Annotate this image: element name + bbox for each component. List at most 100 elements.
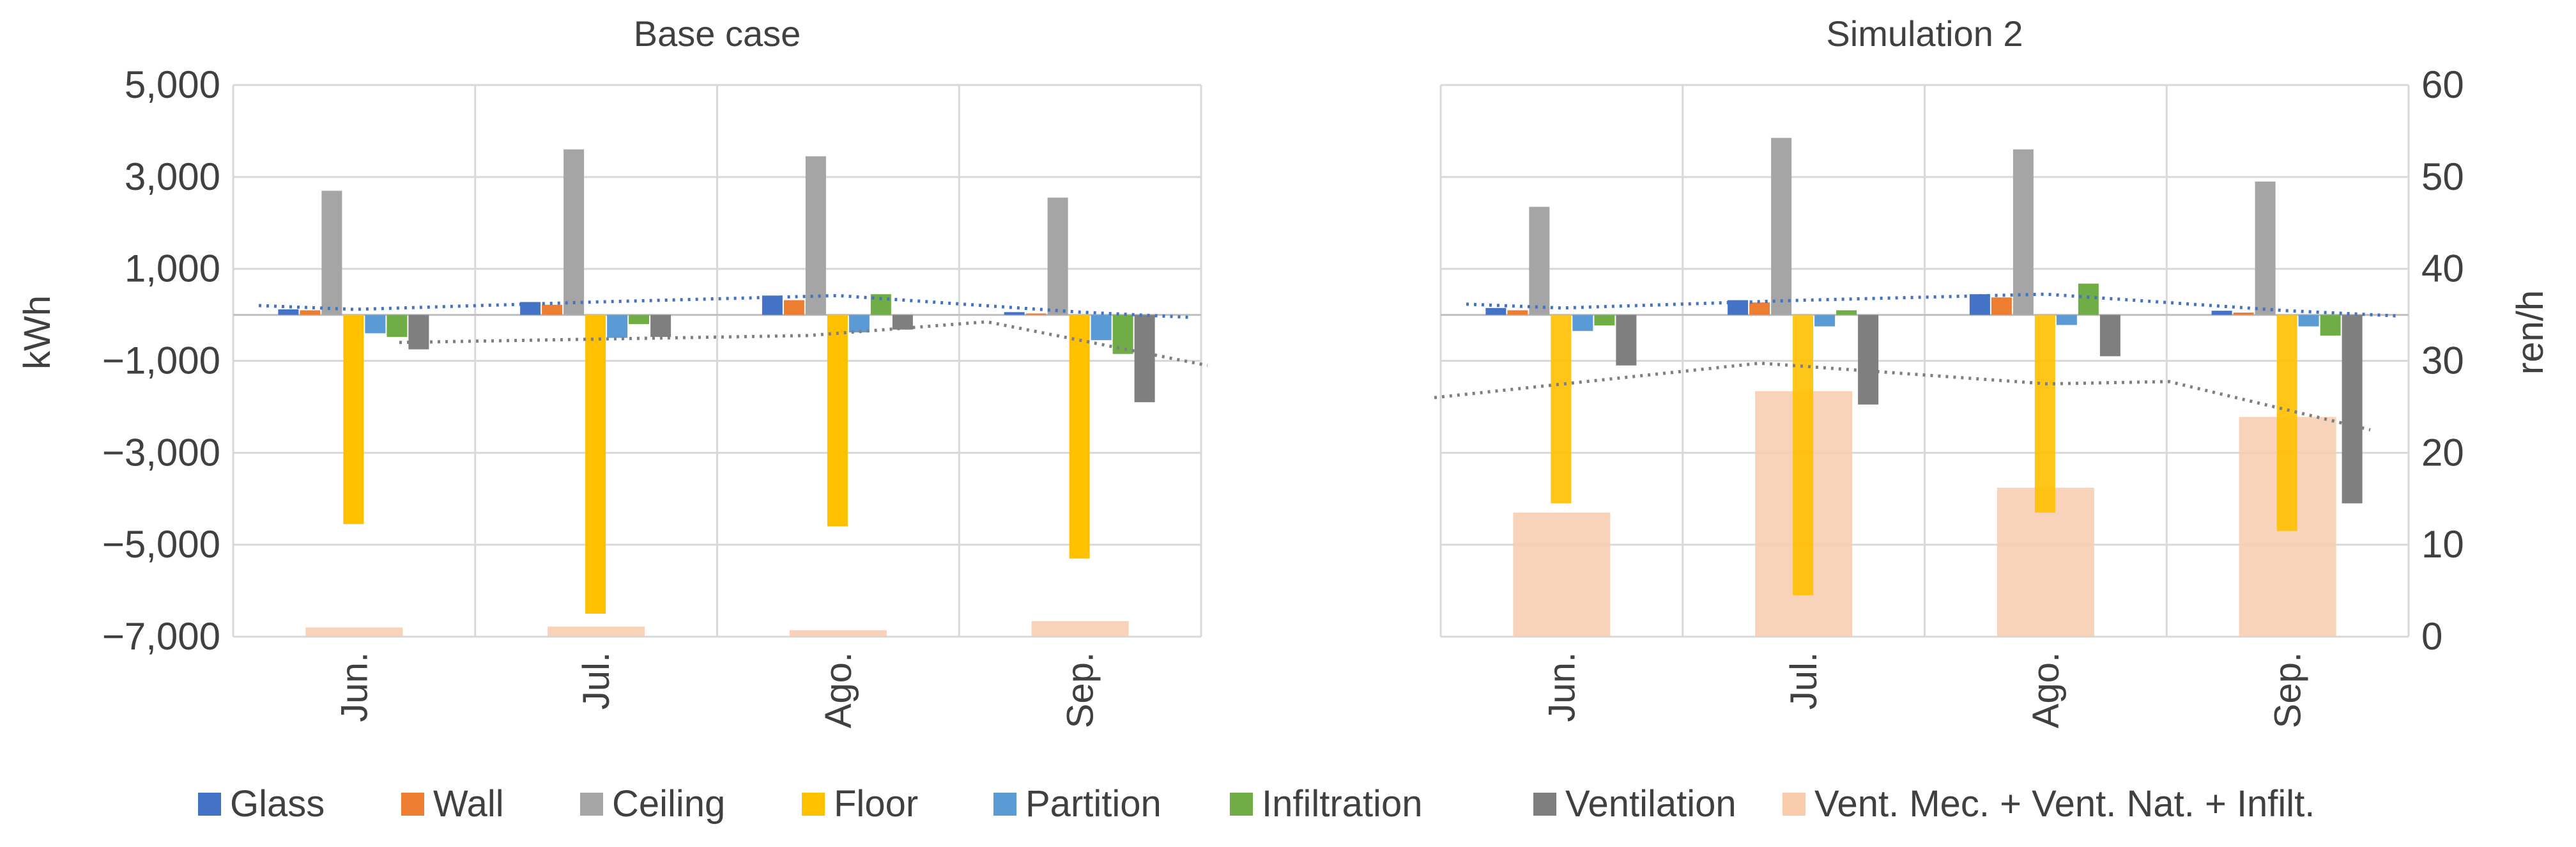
bar-glass-Sep. (2211, 311, 2232, 315)
y2-tick-label: 30 (2421, 339, 2464, 382)
bar-ceiling-Jul. (564, 149, 585, 315)
y-tick-label: −1,000 (102, 339, 220, 382)
chart-title: Base case (634, 13, 801, 54)
bar-partition-Jul. (607, 315, 628, 338)
bar-floor-Jul. (585, 315, 606, 614)
bar-ceiling-Sep. (1047, 198, 1068, 315)
bar-wall-Ago. (783, 300, 804, 315)
bar-wall-Jun. (300, 310, 321, 315)
y-tick-label: 3,000 (125, 155, 220, 198)
bar-partition-Sep. (2298, 315, 2319, 327)
bar-ventilation-Ago. (892, 315, 913, 330)
legend-label: Ventilation (1565, 783, 1736, 825)
bar-floor-Jul. (1793, 315, 1814, 596)
category-label: Jun. (334, 652, 375, 722)
bar-ceiling-Ago. (2012, 149, 2034, 315)
bar-infiltration-Jul. (629, 315, 650, 324)
bar-ventilation-Sep. (2342, 315, 2363, 504)
legend-swatch-wall (401, 793, 424, 816)
bar-floor-Sep. (2276, 315, 2297, 531)
bar-wall-Jul. (542, 304, 563, 315)
bar-ventilation-Jun. (408, 315, 429, 350)
bar-wall-Jun. (1507, 310, 1528, 315)
bar-infiltration-Jun. (387, 315, 408, 338)
y2-tick-label: 20 (2421, 431, 2464, 474)
category-label: Ago. (2025, 652, 2067, 728)
y2-tick-label: 40 (2421, 247, 2464, 290)
legend-label: Partition (1025, 783, 1162, 825)
legend-label: Infiltration (1262, 783, 1422, 825)
bar-floor-Jun. (343, 315, 364, 524)
bar-ventilation-Jul. (650, 315, 671, 338)
bar-wall-Ago. (1991, 297, 2012, 315)
chart-panel-1: Base case Jun. Jul. Ago. Sep. (232, 13, 1208, 728)
chart-title: Simulation 2 (1826, 13, 2023, 54)
bar-floor-Ago. (2034, 315, 2055, 513)
legend-label: Glass (230, 783, 325, 825)
bar-infiltration-Sep. (2320, 315, 2341, 336)
bar-wall-Sep. (2233, 312, 2254, 315)
category-label: Sep. (2267, 652, 2309, 728)
bar-ceiling-Sep. (2255, 182, 2276, 315)
category-label: Jul. (576, 652, 617, 710)
legend-label: Wall (433, 783, 504, 825)
category-label: Sep. (1060, 652, 1101, 728)
bar-renh-Ago. (789, 630, 887, 637)
bar-ceiling-Jul. (1771, 137, 1792, 315)
legend-swatch-vent-mec-vent-nat-infilt- (1782, 793, 1805, 816)
y2-tick-label: 60 (2421, 63, 2464, 106)
legend-swatch-partition (993, 793, 1016, 816)
y-axis-title: kWh (17, 295, 58, 369)
bar-partition-Jul. (1814, 315, 1836, 327)
bar-renh-Jul. (548, 626, 645, 637)
bar-partition-Jun. (365, 315, 386, 334)
bar-glass-Jun. (278, 309, 299, 315)
y-tick-label: −5,000 (102, 523, 220, 566)
y2-tick-label: 10 (2421, 523, 2464, 566)
y-tick-label: 5,000 (125, 63, 220, 106)
legend-swatch-ventilation (1533, 793, 1556, 816)
bar-ventilation-Sep. (1134, 315, 1155, 403)
bar-partition-Jun. (1572, 315, 1593, 331)
legend: Glass Wall Ceiling Floor Partition Infiltrati… (198, 783, 2315, 825)
legend-label: Vent. Mec. + Vent. Nat. + Infilt. (1814, 783, 2315, 825)
bar-ceiling-Ago. (805, 156, 826, 315)
bar-infiltration-Jun. (1594, 315, 1615, 326)
bar-ceiling-Jun. (321, 190, 342, 315)
bar-ceiling-Jun. (1529, 206, 1550, 315)
legend-swatch-floor (802, 793, 825, 816)
y-tick-label: −7,000 (102, 615, 220, 658)
bar-partition-Ago. (2056, 315, 2077, 325)
trendline-ventilation (399, 320, 1208, 368)
bar-ventilation-Jul. (1858, 315, 1879, 405)
bar-wall-Jul. (1749, 302, 1770, 315)
legend-swatch-glass (198, 793, 221, 816)
bar-partition-Ago. (848, 315, 870, 332)
bar-floor-Sep. (1069, 315, 1090, 559)
category-label: Ago. (818, 652, 859, 728)
bar-glass-Jul. (520, 302, 541, 315)
legend-label: Floor (834, 783, 918, 825)
legend-swatch-infiltration (1230, 793, 1253, 816)
bar-floor-Ago. (827, 315, 848, 527)
bar-glass-Ago. (1969, 294, 1990, 315)
y2-tick-label: 0 (2421, 615, 2442, 658)
bar-glass-Jun. (1485, 307, 1506, 315)
bar-floor-Jun. (1551, 315, 1572, 504)
category-label: Jun. (1541, 652, 1583, 722)
trendline-ventilation (1434, 361, 2371, 431)
bar-partition-Sep. (1091, 315, 1112, 341)
bar-ventilation-Ago. (2099, 315, 2120, 357)
bar-renh-Jun. (305, 627, 403, 637)
y2-axis-title: ren/h (2510, 290, 2551, 375)
bar-glass-Jul. (1728, 300, 1749, 315)
legend-swatch-ceiling (580, 793, 603, 816)
y-tick-label: −3,000 (102, 431, 220, 474)
chart-panel-2: Simulation 2 Jun. Jul. Ago. Sep. (1434, 13, 2410, 728)
bar-infiltration-Sep. (1112, 315, 1133, 354)
bar-ventilation-Jun. (1616, 315, 1637, 366)
bar-wall-Sep. (1025, 313, 1046, 315)
bar-infiltration-Ago. (2078, 283, 2099, 315)
